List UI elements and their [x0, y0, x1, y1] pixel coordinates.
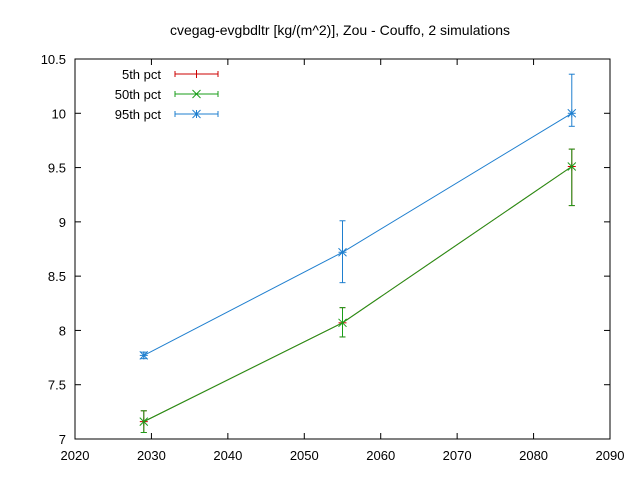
y-axis: 7 7.5 8 8.5 9 9.5 10 10.5: [41, 52, 610, 447]
legend-marker: [192, 70, 201, 78]
data-point: [567, 162, 577, 171]
data-point: [139, 351, 149, 360]
x-axis: 2020 2030 2040 2050 2060 2070 2080 2090: [61, 59, 625, 463]
x-tick-label: 2050: [290, 448, 319, 463]
series-3: [139, 73, 577, 360]
x-tick-label: 2070: [443, 448, 472, 463]
y-tick-label: 8.5: [48, 269, 66, 284]
x-tick-label: 2030: [137, 448, 166, 463]
y-tick-label: 9.5: [48, 161, 66, 176]
series-1: [139, 148, 576, 433]
legend-label: 95th pct: [115, 107, 162, 122]
plot-area: [139, 73, 577, 433]
marker-stroke: [567, 108, 577, 118]
y-tick-label: 10.5: [41, 52, 66, 67]
y-tick-label: 7: [59, 432, 66, 447]
plot-frame: [74, 58, 611, 440]
marker-stroke: [567, 162, 577, 171]
marker-stroke: [338, 318, 347, 328]
marker-stroke: [338, 247, 347, 257]
data-point: [567, 108, 577, 118]
data-point: [139, 417, 149, 426]
data-point: [338, 247, 347, 257]
y-tick-label: 10: [52, 106, 66, 121]
series-line: [143, 166, 573, 423]
series-line: [143, 112, 573, 356]
legend-marker: [192, 89, 201, 99]
marker-stroke: [139, 351, 149, 360]
data-point: [338, 318, 347, 328]
y-tick-label: 9: [59, 215, 66, 230]
y-tick-label: 8: [59, 323, 66, 338]
x-tick-label: 2080: [519, 448, 548, 463]
marker-stroke: [192, 89, 201, 99]
chart-title: cvegag-evgbdltr [kg/(m^2)], Zou - Couffo…: [170, 22, 510, 38]
marker-stroke: [139, 417, 149, 426]
marker-stroke: [192, 109, 201, 119]
x-tick-label: 2020: [61, 448, 90, 463]
legend-label: 50th pct: [115, 87, 162, 102]
series-line: [143, 166, 573, 423]
x-tick-label: 2060: [366, 448, 395, 463]
y-tick-label: 7.5: [48, 378, 66, 393]
x-tick-label: 2090: [596, 448, 625, 463]
x-tick-label: 2040: [213, 448, 242, 463]
legend: 5th pct 50th pct 95th pct: [115, 67, 219, 122]
legend-marker: [192, 109, 201, 119]
series-2: [139, 148, 577, 433]
legend-label: 5th pct: [122, 67, 161, 82]
